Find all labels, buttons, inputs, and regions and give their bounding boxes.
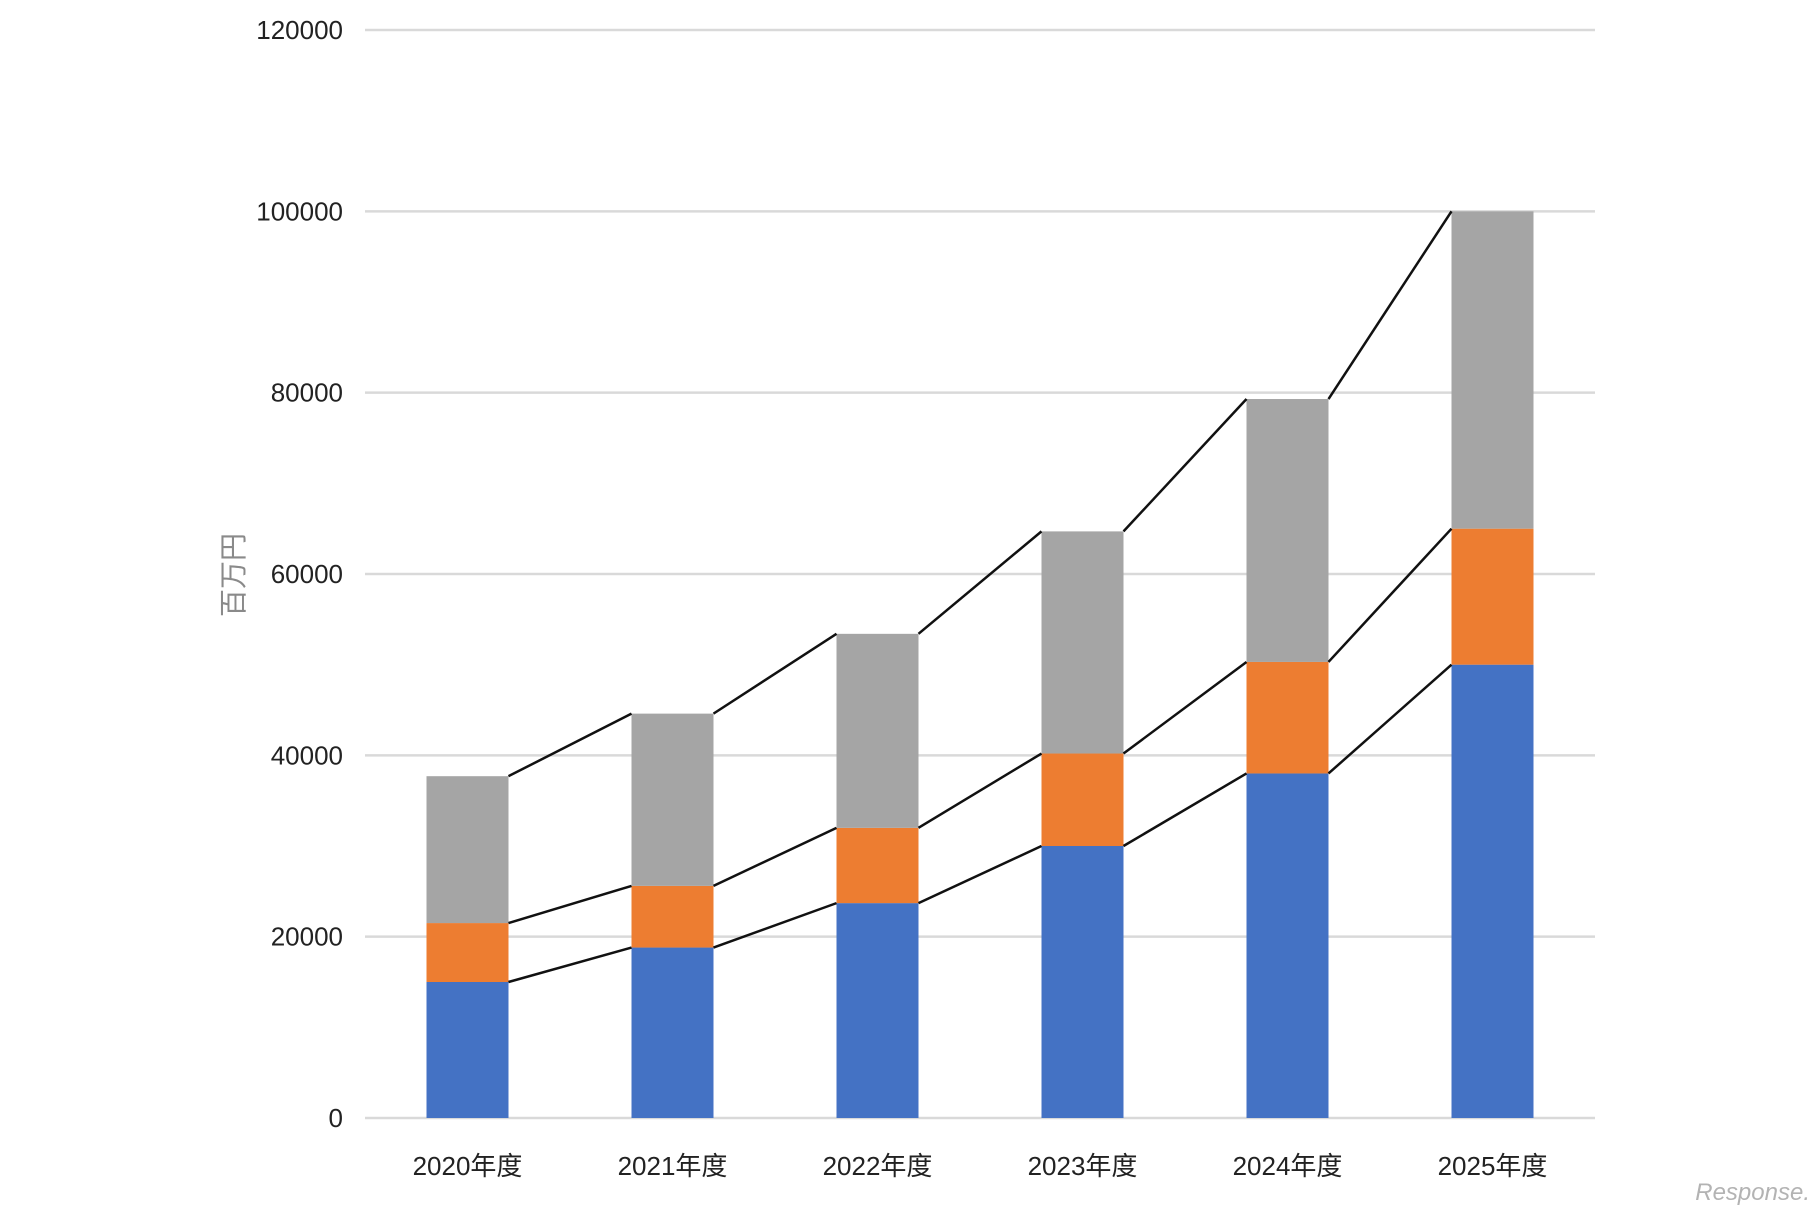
series-line [917,844,1043,905]
x-tick-label: 2021年度 [618,1151,728,1181]
bar-segment [1246,773,1329,1118]
bar-segment [1246,399,1329,662]
series-line [508,946,632,984]
series-line [1122,398,1248,533]
y-tick-label: 20000 [271,922,343,952]
bar-segment [1451,528,1534,665]
series-line [1122,772,1248,848]
x-tick-label: 2025年度 [1438,1151,1548,1181]
y-axis-ticks: 0 20000 40000 60000 80000 100000 120000 [256,15,343,1133]
y-tick-label: 0 [329,1103,343,1133]
series-connector-lines [507,210,1453,984]
bar-segment [426,923,509,982]
gridlines [365,28,1595,1120]
x-tick-label: 2024年度 [1233,1151,1343,1181]
series-line [507,712,633,778]
series-line [713,901,837,949]
series-line [1327,210,1453,400]
bar-segment [1451,211,1534,529]
y-tick-label: 80000 [271,378,343,408]
bar-segment [1246,661,1329,774]
series-line [508,884,632,925]
bars [426,211,1534,1118]
x-axis-ticks: 2020年度 2021年度 2022年度 2023年度 2024年度 2025年度 [413,1151,1548,1181]
bar-segment [426,982,509,1118]
bar-segment [836,903,919,1118]
series-line [917,530,1043,635]
bar-segment [1041,846,1124,1118]
bar-segment [631,885,714,948]
series-line [917,752,1043,829]
bar-segment [1041,531,1124,754]
y-axis-label: 百万円 [217,533,250,617]
bar-segment [836,633,919,828]
x-tick-label: 2022年度 [823,1151,933,1181]
bar-segment [1041,753,1124,846]
bar-segment [426,776,509,924]
series-line [1327,663,1453,775]
x-tick-label: 2020年度 [413,1151,523,1181]
bar-segment [631,947,714,1118]
y-tick-label: 120000 [256,15,343,45]
bar-segment [1451,664,1534,1118]
bar-segment [836,827,919,904]
y-tick-label: 100000 [256,196,343,226]
watermark-logo: Response. [1695,1179,1810,1206]
bar-segment [631,713,714,886]
y-tick-label: 60000 [271,559,343,589]
x-tick-label: 2023年度 [1028,1151,1138,1181]
series-line [712,632,838,715]
series-line [1327,527,1453,663]
y-tick-label: 40000 [271,740,343,770]
series-line [1122,660,1248,755]
series-line [712,826,838,888]
